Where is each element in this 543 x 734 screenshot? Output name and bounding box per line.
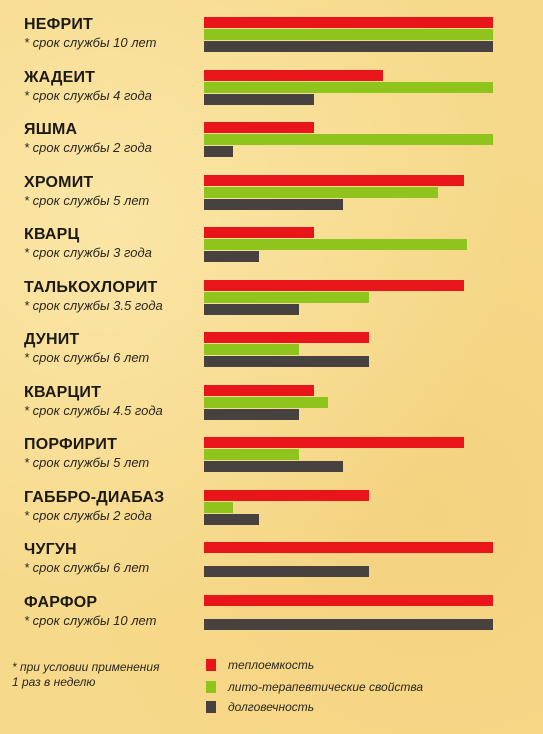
bar-therapy [204, 501, 233, 513]
bar-therapy [204, 186, 439, 198]
bar-durability [204, 356, 369, 367]
category-name: ПОРФИРИТ [24, 436, 118, 453]
bar-heat [204, 122, 314, 133]
bar-therapy [204, 29, 493, 40]
category-note: * срок службы 4 года [24, 87, 152, 103]
category-name: ГАББРО-ДИАБАЗ [24, 488, 165, 506]
category-note: * срок службы 2 года [24, 507, 152, 523]
category-note: * срок службы 10 лет [24, 612, 157, 628]
bar-therapy [204, 239, 467, 250]
legend-label-heat: теплоемкость [228, 658, 315, 672]
bar-heat [204, 437, 465, 448]
bar-therapy [204, 291, 369, 303]
row-label: ТАЛЬКОХЛОРИТ * срок службы 3.5 года [24, 279, 163, 313]
footnote: * при условии применения 1 раз в неделю [12, 660, 160, 689]
category-name: ФАРФОР [24, 593, 98, 611]
row-label: ДУНИТ * срок службы 6 лет [24, 331, 149, 365]
legend-label-durability: долговечность [228, 700, 315, 714]
bar-heat [204, 69, 384, 81]
row-label: ЖАДЕИТ * срок службы 4 года [24, 69, 152, 103]
bar-durability [204, 146, 233, 157]
bar-heat [204, 542, 493, 553]
bar-durability [204, 251, 259, 262]
legend-swatch-therapy [206, 681, 216, 693]
category-note: * срок службы 10 лет [24, 35, 157, 50]
bar-durability [204, 513, 259, 525]
category-name: ХРОМИТ [24, 173, 94, 191]
bar-therapy [204, 134, 493, 145]
bar-durability [204, 566, 369, 577]
category-name: ДУНИТ [24, 331, 80, 348]
legend-swatch-heat [206, 659, 216, 671]
bar-therapy [204, 344, 300, 355]
bar-therapy [204, 396, 329, 408]
row-label: ГАББРО-ДИАБАЗ * срок службы 2 года [24, 489, 164, 523]
row-label: ЧУГУН * срок службы 6 лет [24, 541, 149, 575]
category-name: ЧУГУН [24, 541, 77, 558]
category-note: * срок службы 5 лет [24, 455, 150, 470]
category-name: НЕФРИТ [24, 16, 94, 33]
row-label: ПОРФИРИТ * срок службы 5 лет [24, 436, 149, 470]
category-note: * срок службы 4.5 года [24, 402, 163, 418]
category-name: КВАРЦ [24, 226, 80, 243]
bar-heat [204, 489, 369, 501]
category-note: * срок службы 3 года [24, 245, 152, 260]
legend-label-therapy: лито-терапевтические свойства [228, 680, 424, 694]
bar-therapy [204, 81, 493, 93]
row-label: КВАРЦ * срок службы 3 года [24, 226, 152, 260]
bar-heat [204, 227, 314, 238]
row-label: НЕФРИТ * срок службы 10 лет [24, 16, 156, 50]
bar-heat [204, 384, 314, 396]
category-name: ТАЛЬКОХЛОРИТ [24, 278, 158, 296]
bar-durability [204, 303, 300, 315]
legend-swatch-durability [206, 701, 216, 713]
bar-durability [204, 93, 314, 105]
bar-heat [204, 332, 369, 343]
category-note: * срок службы 2 года [24, 140, 152, 155]
bar-durability [204, 198, 343, 210]
row-label: КВАРЦИТ * срок службы 4.5 года [24, 384, 163, 418]
category-name: КВАРЦИТ [24, 383, 102, 401]
row-label: ХРОМИТ * срок службы 5 лет [24, 174, 149, 208]
bar-durability [204, 461, 343, 472]
bar-heat [204, 279, 465, 291]
category-name: ЯШМА [24, 121, 78, 138]
category-note: * срок службы 3.5 года [24, 297, 163, 313]
category-note: * срок службы 5 лет [24, 192, 150, 208]
bar-durability [204, 408, 300, 420]
bar-heat [204, 17, 493, 28]
category-name: ЖАДЕИТ [24, 68, 96, 86]
category-note: * срок службы 6 лет [24, 560, 150, 575]
row-label: ФАРФОР * срок службы 10 лет [24, 594, 156, 628]
bar-heat [204, 594, 493, 606]
bar-heat [204, 174, 465, 186]
bar-durability [204, 618, 493, 630]
category-note: * срок службы 6 лет [24, 350, 150, 365]
row-label: ЯШМА * срок службы 2 года [24, 121, 152, 155]
bar-durability [204, 41, 493, 52]
bar-therapy [204, 449, 300, 460]
